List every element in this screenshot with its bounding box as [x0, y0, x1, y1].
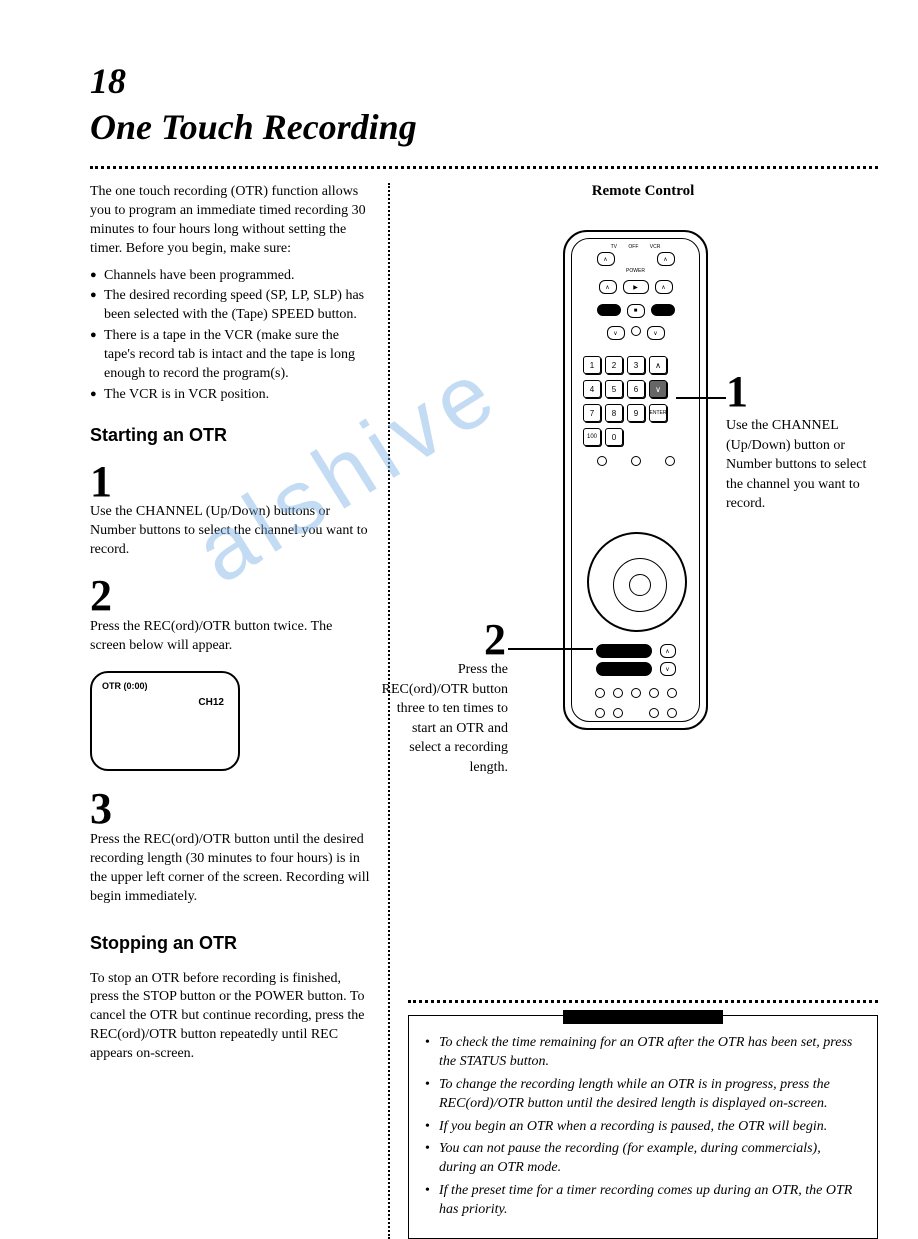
step-3-text: Press the REC(ord)/OTR button until the …: [90, 831, 370, 907]
stopping-text: To stop an OTR before recording is finis…: [90, 970, 370, 1064]
pause-button: ∨: [647, 326, 665, 340]
num-6: 6: [627, 380, 645, 398]
callout-2-line: [508, 648, 593, 650]
callout-1-text: Use the CHANNEL (Up/Down) button or Numb…: [726, 416, 886, 514]
note-item: To change the recording length while an …: [425, 1076, 861, 1114]
slow-button: ∨: [607, 326, 625, 340]
num-0: 0: [605, 428, 623, 446]
list-item: The desired recording speed (SP, LP, SLP…: [90, 287, 370, 325]
vcrtv-dot: [649, 688, 659, 698]
step-2-number: 2: [90, 576, 370, 616]
rew-button: [597, 304, 621, 316]
step-2-text: Press the REC(ord)/OTR button twice. The…: [90, 618, 370, 656]
callout-2-text: Press the REC(ord)/OTR button three to t…: [380, 660, 508, 778]
fadv-dot: [613, 688, 623, 698]
stopping-heading: Stopping an OTR: [90, 933, 370, 954]
tv-channel-label: CH12: [198, 697, 224, 708]
mute-dot: [667, 708, 677, 718]
list-item: There is a tape in the VCR (make sure th…: [90, 327, 370, 384]
ch-up: ∧: [649, 356, 667, 374]
play-button: ▶: [623, 280, 649, 294]
left-column: The one touch recording (OTR) function a…: [90, 183, 390, 1239]
page-number: 18: [90, 60, 878, 102]
tvvol-button: ∧: [655, 280, 673, 294]
acm-dot: [649, 708, 659, 718]
note-item: If you begin an OTR when a recording is …: [425, 1118, 861, 1137]
remote-heading: Remote Control: [408, 183, 878, 200]
memory-dot: [667, 688, 677, 698]
num-5: 5: [605, 380, 623, 398]
skip-dot: [613, 708, 623, 718]
num-8: 8: [605, 404, 623, 422]
right-column: Remote Control TV OFF VCR ∧ ∧ POWER ∧ ▶: [390, 183, 878, 1239]
list-item: Channels have been programmed.: [90, 267, 370, 286]
ezplay-dot: [631, 688, 641, 698]
timesearch-button: [596, 662, 652, 676]
note-item: You can not pause the recording (for exa…: [425, 1140, 861, 1178]
power-label: POWER: [565, 268, 706, 274]
starting-heading: Starting an OTR: [90, 425, 370, 446]
tv-otr-label: OTR (0:00): [102, 681, 148, 691]
divider-top: [90, 166, 878, 169]
vcr-button: ∧: [657, 252, 675, 266]
remote-diagram: TV OFF VCR ∧ ∧ POWER ∧ ▶ ∧ ■: [408, 230, 878, 790]
divider-mid: [408, 1000, 878, 1003]
varslow-button: ∧: [599, 280, 617, 294]
num-7: 7: [583, 404, 601, 422]
eject-dot: [595, 708, 605, 718]
notes-box: To check the time remaining for an OTR a…: [408, 1015, 878, 1239]
stop-dot: [631, 326, 641, 336]
step-1-number: 1: [90, 462, 370, 502]
callout-2-number: 2: [484, 618, 506, 662]
num-3: 3: [627, 356, 645, 374]
jog-dial: [587, 532, 687, 632]
program-dot: [597, 456, 607, 466]
num-100: 100: [583, 428, 601, 446]
prerequisite-list: Channels have been programmed. The desir…: [90, 267, 370, 405]
remote-top-labels: TV OFF VCR: [565, 244, 706, 250]
record-button: [596, 644, 652, 658]
remote-body: TV OFF VCR ∧ ∧ POWER ∧ ▶ ∧ ■: [563, 230, 708, 730]
ff-button: [651, 304, 675, 316]
tv-button: ∧: [597, 252, 615, 266]
list-item: The VCR is in VCR position.: [90, 386, 370, 405]
notes-list: To check the time remaining for an OTR a…: [425, 1034, 861, 1220]
content-columns: The one touch recording (OTR) function a…: [90, 183, 878, 1239]
step-1-text: Use the CHANNEL (Up/Down) buttons or Num…: [90, 503, 370, 560]
tracking-up: ∧: [660, 644, 676, 658]
num-4: 4: [583, 380, 601, 398]
speed-dot: [595, 688, 605, 698]
note-item: To check the time remaining for an OTR a…: [425, 1034, 861, 1072]
page-title: One Touch Recording: [90, 106, 878, 148]
stop-button: ■: [627, 304, 645, 318]
ch-dn: ∨: [649, 380, 667, 398]
num-9: 9: [627, 404, 645, 422]
tracking-dn: ∨: [660, 662, 676, 676]
tv-screen-diagram: OTR (0:00) CH12: [90, 671, 240, 771]
step-3-number: 3: [90, 789, 370, 829]
status-dot: [631, 456, 641, 466]
callout-1-number: 1: [726, 370, 748, 414]
enter-button: ENTER: [649, 404, 667, 422]
num-1: 1: [583, 356, 601, 374]
intro-text: The one touch recording (OTR) function a…: [90, 183, 370, 259]
callout-1-line: [676, 397, 726, 399]
num-2: 2: [605, 356, 623, 374]
clear-dot: [665, 456, 675, 466]
